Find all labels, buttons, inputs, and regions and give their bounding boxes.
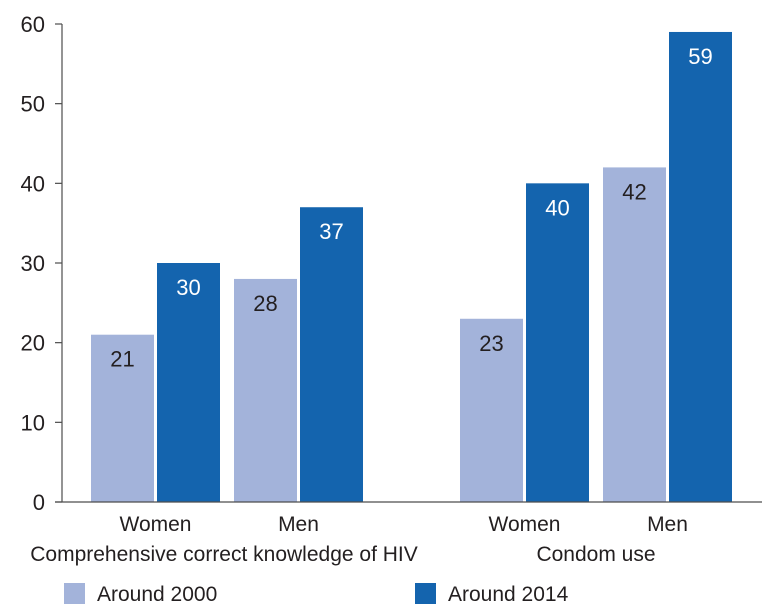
bar-around-2014 [526,183,589,503]
y-tick-label: 40 [21,171,45,196]
y-tick-label: 0 [33,490,45,515]
data-label: 23 [479,331,503,356]
category-label: Men [278,513,319,536]
category-label: Men [647,513,688,536]
category-labels: Women Men Women Men [120,513,688,536]
legend: Around 2000 Around 2014 [64,583,569,606]
bar-around-2014 [300,207,363,502]
y-tick-label: 20 [21,331,45,356]
data-label: 30 [176,275,200,300]
y-tick-label: 10 [21,410,45,435]
category-label: Women [489,513,561,536]
y-tick-label: 30 [21,251,45,276]
data-label: 28 [253,291,277,316]
bars: 21 28 23 42 30 37 40 59 [91,31,732,503]
y-tick-label: 50 [21,92,45,117]
group-label: Condom use [536,543,655,566]
legend-swatch [64,583,85,604]
data-label: 37 [319,219,343,244]
legend-swatch [415,583,436,604]
data-label: 21 [110,347,134,372]
legend-label: Around 2014 [448,583,569,606]
data-label: 42 [622,179,646,204]
bar-around-2000 [460,318,523,502]
y-tick-label: 60 [21,12,45,37]
bar-around-2014 [157,263,220,502]
y-axis-ticks: 0 10 20 30 40 50 60 [21,12,62,515]
legend-label: Around 2000 [97,583,217,606]
data-label: 59 [688,44,712,69]
axes [55,24,762,503]
category-label: Women [120,513,192,536]
group-label: Comprehensive correct knowledge of HIV [30,543,418,566]
bar-around-2000 [234,278,297,502]
bar-around-2000 [603,167,666,502]
group-labels: Comprehensive correct knowledge of HIV Co… [30,543,655,566]
bar-around-2014 [669,31,732,502]
bar-around-2000 [91,334,154,502]
data-label: 40 [545,195,569,220]
